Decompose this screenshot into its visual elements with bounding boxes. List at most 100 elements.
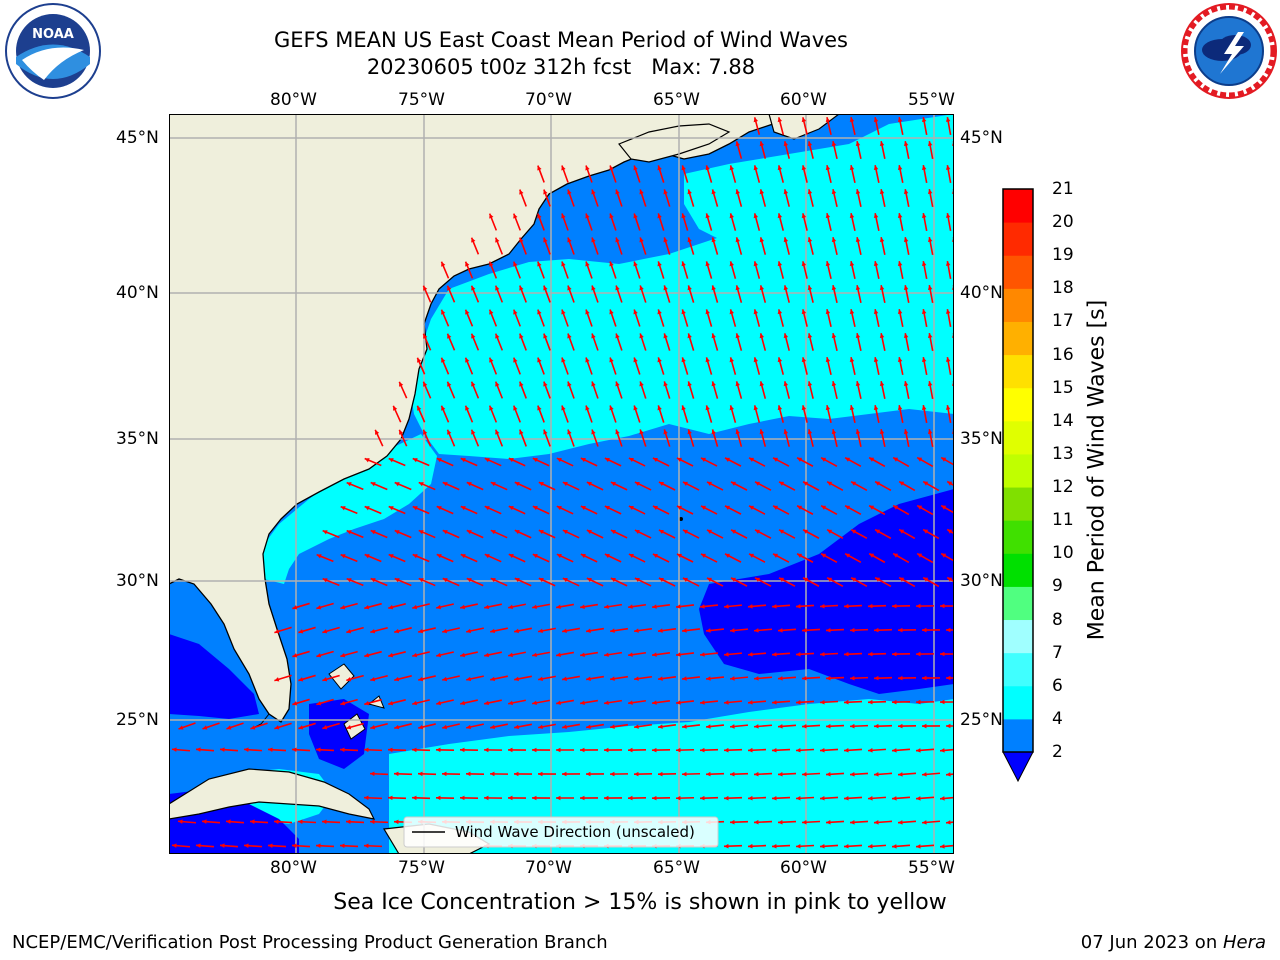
wind-wave-arrowhead (537, 357, 542, 363)
wind-wave-arrowhead (543, 333, 548, 339)
wind-wave-arrowhead (652, 795, 657, 801)
wind-wave-arrowhead (831, 237, 837, 243)
wind-wave-arrowhead (945, 357, 951, 362)
wind-wave-arrowhead (825, 261, 831, 267)
wind-wave-arrowhead (682, 771, 687, 777)
wind-wave-arrowhead (844, 603, 849, 609)
wind-wave-arrowhead (874, 772, 879, 777)
wind-wave-arrowhead (897, 213, 903, 218)
wind-wave-arrowhead (700, 700, 705, 705)
wind-wave-arrowhead (759, 285, 765, 291)
wind-wave-arrowhead (418, 482, 424, 487)
colorbar-tick-label: 17 (1052, 311, 1074, 332)
wind-wave-arrowhead (543, 381, 548, 387)
lon-label-bottom-65w: 65°W (653, 858, 700, 878)
lon-label-bottom-60w: 60°W (780, 858, 827, 878)
wind-wave-arrowhead (681, 261, 686, 267)
colorbar-segment (1003, 222, 1033, 256)
wind-wave-arrowhead (879, 381, 885, 387)
wind-wave-arrowhead (538, 530, 544, 535)
wind-wave-arrowhead (508, 747, 513, 753)
wind-wave-arrowhead (753, 405, 759, 411)
wind-wave-arrowhead (903, 141, 909, 146)
wind-wave-arrowhead (346, 482, 352, 487)
wind-wave-arrowhead (826, 675, 831, 681)
wind-wave-arrowhead (753, 165, 759, 171)
wind-wave-arrowhead (868, 844, 873, 849)
legend-label: Wind Wave Direction (unscaled) (455, 823, 695, 841)
wind-wave-arrowhead (772, 652, 777, 657)
wind-wave-arrowhead (514, 628, 519, 634)
wind-wave-arrowhead (274, 725, 280, 730)
wind-wave-arrowhead (921, 309, 927, 314)
wind-wave-arrowhead (394, 530, 400, 535)
wind-wave-arrowhead (508, 652, 513, 658)
wind-wave-arrowhead (610, 628, 615, 633)
colorbar-segment (1003, 652, 1033, 687)
wind-wave-arrowhead (562, 578, 568, 583)
wind-wave-arrowhead (735, 285, 740, 291)
lon-label-top-75w: 75°W (398, 90, 445, 110)
wind-wave-arrowhead (903, 237, 909, 242)
wind-wave-arrowhead (412, 652, 418, 658)
wind-wave-arrowhead (796, 795, 801, 801)
wind-wave-arrowhead (556, 506, 562, 511)
wind-wave-arrowhead (615, 285, 620, 291)
wind-wave-arrowhead (892, 844, 897, 849)
wind-wave-arrowhead (941, 505, 947, 510)
wind-wave-arrowhead (892, 796, 897, 801)
wind-wave-arrowhead (849, 357, 855, 363)
wind-wave-arrowhead (749, 553, 755, 558)
wind-wave-arrowhead (687, 237, 692, 243)
wind-wave-arrowhead (903, 333, 909, 338)
wind-wave-arrowhead (729, 357, 734, 363)
wind-wave-arrowhead (831, 189, 837, 195)
wind-wave-arrowhead (681, 405, 686, 411)
wind-wave-arrowhead (922, 675, 927, 681)
wind-wave-arrowhead (893, 457, 899, 462)
wind-wave-arrowhead (850, 772, 855, 777)
wind-wave-arrowhead (892, 603, 897, 609)
wind-wave-arrowhead (724, 700, 729, 705)
wind-wave-arrowhead (418, 724, 424, 730)
wind-wave-arrowhead (580, 458, 586, 463)
wind-wave-arrowhead (394, 676, 400, 682)
wind-wave-arrowhead (490, 530, 496, 535)
wind-wave-arrowhead (873, 261, 879, 267)
wind-wave-arrowhead (946, 723, 951, 729)
wind-wave-arrowhead (730, 819, 735, 825)
wind-wave-arrowhead (923, 481, 929, 486)
wind-wave-arrowhead (585, 309, 590, 315)
wind-wave-arrowhead (292, 747, 297, 753)
map-legend: Wind Wave Direction (unscaled) (403, 816, 719, 848)
wind-wave-arrowhead (466, 771, 471, 777)
colorbar-tick-label: 12 (1052, 477, 1074, 498)
wind-wave-arrowhead (394, 819, 399, 825)
wind-wave-arrowhead (855, 237, 861, 243)
wind-wave-arrowhead (609, 213, 614, 219)
wind-wave-arrowhead (585, 165, 590, 171)
wind-wave-arrowhead (893, 505, 899, 510)
wind-wave-arrowhead (562, 530, 568, 535)
wind-wave-arrowhead (946, 627, 951, 633)
wind-wave-arrowhead (394, 628, 400, 634)
colorbar-tick-label: 4 (1052, 708, 1063, 729)
wind-wave-arrowhead (844, 748, 849, 753)
wind-wave-arrowhead (735, 333, 740, 339)
wind-wave-arrowhead (676, 505, 682, 510)
wind-wave-arrowhead (634, 481, 640, 487)
wind-wave-arrowhead (537, 165, 542, 171)
wind-wave-arrowhead (628, 700, 633, 705)
wind-wave-arrowhead (682, 529, 688, 534)
wind-wave-arrowhead (436, 506, 442, 511)
wind-wave-arrowhead (831, 429, 837, 435)
wind-wave-arrowhead (946, 675, 951, 681)
wind-wave-arrowhead (945, 165, 951, 170)
wind-wave-arrowhead (514, 771, 519, 777)
wind-wave-arrowhead (513, 261, 518, 267)
wind-wave-arrowhead (658, 577, 664, 583)
wind-wave-arrowhead (927, 429, 933, 434)
wind-wave-arrowhead (652, 505, 658, 511)
wind-wave-arrowhead (585, 357, 590, 363)
wind-wave-arrowhead (442, 578, 448, 583)
